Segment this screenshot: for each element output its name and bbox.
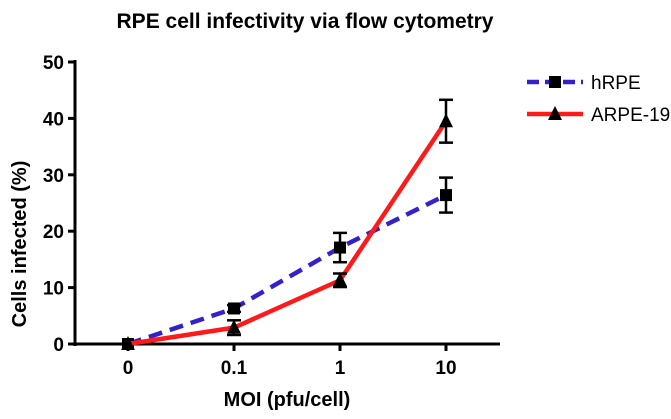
legend-label: hRPE xyxy=(591,73,641,94)
square-marker xyxy=(549,76,561,88)
y-tick-label: 10 xyxy=(43,279,64,300)
y-tick-label: 0 xyxy=(53,335,64,356)
legend-label: ARPE-19 xyxy=(591,105,670,126)
y-tick-label: 20 xyxy=(43,222,64,243)
triangle-marker xyxy=(121,336,135,350)
y-tick-label: 50 xyxy=(43,53,64,74)
x-tick-label: 10 xyxy=(435,358,456,379)
triangle-marker xyxy=(333,272,347,287)
x-tick-label: 0.1 xyxy=(221,358,248,379)
triangle-marker xyxy=(227,319,241,334)
y-tick-label: 30 xyxy=(43,166,64,187)
x-axis-label: MOI (pfu/cell) xyxy=(224,389,351,411)
square-marker xyxy=(440,189,452,202)
series-hRPE xyxy=(122,176,453,350)
square-marker xyxy=(334,241,346,254)
series-line xyxy=(127,193,447,347)
triangle-marker xyxy=(439,113,453,128)
square-marker xyxy=(228,302,240,315)
x-tick-label: 1 xyxy=(335,358,346,379)
y-axis-label: Cells infected (%) xyxy=(9,161,31,328)
triangle-marker xyxy=(548,106,562,120)
x-tick-label: 0 xyxy=(123,358,134,379)
series-line xyxy=(127,119,448,347)
chart-title: RPE cell infectivity via flow cytometry xyxy=(117,10,494,33)
series-ARPE-19 xyxy=(121,98,453,350)
y-tick-label: 40 xyxy=(43,109,64,130)
